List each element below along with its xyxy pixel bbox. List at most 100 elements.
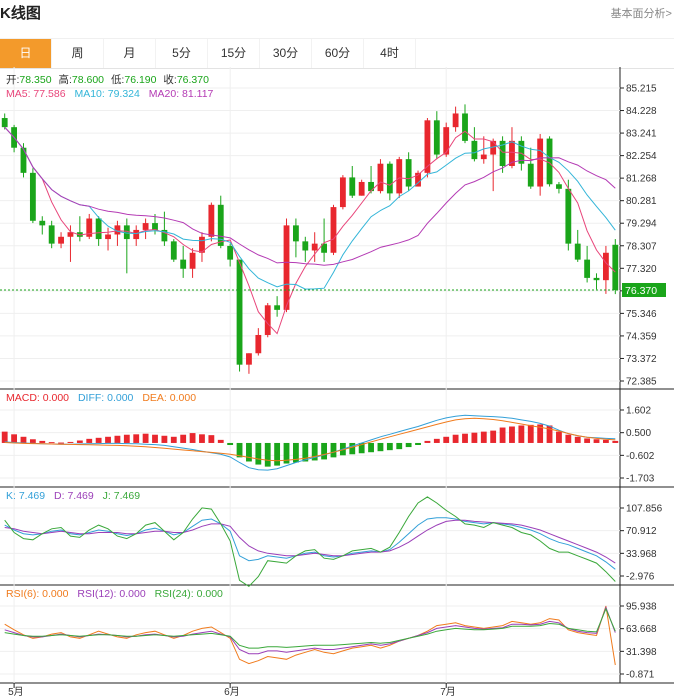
- macd-bar: [565, 434, 572, 443]
- candle-body: [246, 353, 252, 365]
- y-tick-label: 82.254: [626, 151, 657, 162]
- macd-legend: MACD: 0.000 DIFF: 0.000 DEA: 0.000: [6, 392, 196, 404]
- candle-body: [546, 138, 553, 185]
- macd-bar: [509, 426, 515, 443]
- candle-body: [105, 234, 111, 240]
- tab-5min[interactable]: 5分: [156, 39, 208, 68]
- candle-body: [302, 241, 309, 251]
- candle-body: [114, 225, 121, 235]
- y-tick-label: -0.602: [626, 451, 655, 462]
- macd-bar: [20, 436, 27, 443]
- candle-body: [377, 163, 384, 192]
- macd-bar: [170, 436, 177, 443]
- candle-body: [152, 223, 158, 230]
- macd-bar: [199, 434, 205, 443]
- rsi-panel: [4, 605, 616, 666]
- macd-bar: [443, 436, 450, 443]
- macd-bar: [556, 431, 562, 443]
- macd-bar: [142, 433, 149, 443]
- candle-body: [292, 225, 299, 242]
- tab-30min[interactable]: 30分: [260, 39, 312, 68]
- candle-body: [133, 229, 140, 240]
- macd-bar: [246, 442, 252, 462]
- period-tabs: 日 周 月 5分 15分 30分 60分 4时: [0, 38, 674, 69]
- macd-bar: [368, 442, 374, 453]
- candle-body: [480, 154, 487, 160]
- chart-grid: [0, 67, 674, 684]
- y-tick-label: -2.976: [626, 572, 655, 583]
- y-tick-label: 83.241: [626, 129, 657, 140]
- macd-bar: [302, 442, 309, 462]
- y-tick-label: -0.871: [626, 670, 655, 681]
- tab-week[interactable]: 周: [52, 39, 104, 68]
- y-tick-label: 70.912: [626, 526, 657, 537]
- candle-body: [358, 181, 365, 196]
- macd-bar: [114, 435, 121, 443]
- macd-bar: [180, 434, 187, 443]
- y-tick-label: 31.398: [626, 647, 657, 658]
- candle-body: [208, 204, 215, 237]
- macd-bar: [189, 433, 196, 443]
- candle-body: [1, 118, 8, 128]
- macd-bar: [499, 427, 506, 443]
- macd-bar: [480, 431, 487, 443]
- macd-bar: [452, 434, 459, 443]
- y-tick-label: 0.500: [626, 428, 651, 439]
- tab-month[interactable]: 月: [104, 39, 156, 68]
- macd-bar: [462, 433, 468, 443]
- ma5-value: MA5: 77.586: [6, 88, 66, 100]
- kdj-legend: K: 7.469 D: 7.469 J: 7.469: [6, 490, 140, 502]
- candle-body: [123, 225, 130, 240]
- macd-bar: [39, 440, 46, 443]
- x-tick-label: 5月: [8, 686, 24, 698]
- tab-60min[interactable]: 60分: [312, 39, 364, 68]
- macd-bar: [105, 436, 111, 443]
- macd-bar: [330, 442, 337, 458]
- macd-bar: [405, 442, 412, 448]
- macd-bar: [358, 442, 365, 454]
- current-price-marker: 76.370: [622, 282, 666, 297]
- svg-text:76.370: 76.370: [625, 285, 657, 297]
- y-tick-label: -1.703: [626, 474, 655, 485]
- candle-body: [368, 181, 374, 192]
- y-tick-label: 1.602: [626, 406, 651, 417]
- macd-bar: [236, 442, 243, 458]
- candle-body: [490, 140, 497, 155]
- macd-bar: [76, 440, 83, 443]
- candle-body: [593, 277, 600, 281]
- candle-body: [405, 159, 412, 187]
- y-tick-label: 72.385: [626, 377, 657, 388]
- candle-body: [58, 236, 64, 244]
- macd-bar: [537, 424, 544, 443]
- macd-bar: [471, 432, 478, 443]
- tab-4hour[interactable]: 4时: [364, 39, 416, 68]
- y-tick-label: 33.968: [626, 549, 657, 560]
- macd-bar: [584, 438, 591, 443]
- macd-bar: [133, 434, 140, 443]
- tab-15min[interactable]: 15分: [208, 39, 260, 68]
- macd-bar: [349, 442, 356, 455]
- page-title: K线图: [0, 5, 41, 22]
- y-tick-label: 79.294: [626, 219, 657, 230]
- candle-body: [255, 334, 262, 354]
- y-tick-label: 107.856: [626, 504, 663, 515]
- macd-bar: [283, 442, 290, 464]
- candle-body: [29, 172, 36, 221]
- macd-bar: [386, 442, 393, 451]
- tab-day[interactable]: 日: [0, 39, 52, 68]
- y-tick-label: 84.228: [626, 106, 657, 117]
- fundamental-analysis-link[interactable]: 基本面分析>: [610, 8, 672, 20]
- candle-body: [612, 244, 619, 290]
- macd-bar: [424, 440, 431, 443]
- candle-body: [180, 259, 187, 269]
- macd-bar: [29, 439, 36, 443]
- candle-body: [339, 177, 346, 208]
- macd-bar: [321, 442, 328, 460]
- y-tick-label: 78.307: [626, 241, 657, 252]
- moving-average-lines: [0, 126, 620, 335]
- candle-body: [311, 243, 318, 251]
- rsi-legend: RSI(6): 0.000 RSI(12): 0.000 RSI(24): 0.…: [6, 588, 223, 600]
- candle-body: [574, 243, 581, 260]
- y-tick-label: 95.938: [626, 602, 657, 613]
